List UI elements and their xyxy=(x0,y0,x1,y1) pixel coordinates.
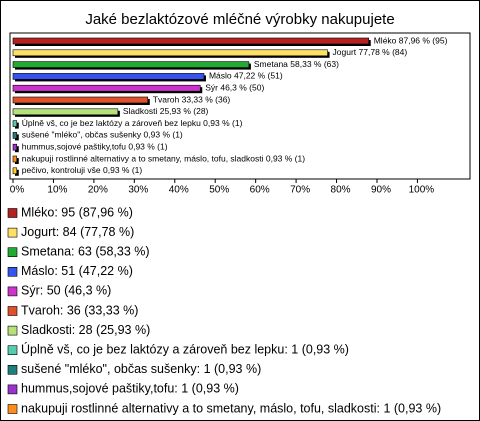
x-tick-label: 100% xyxy=(409,185,435,196)
bar xyxy=(12,49,328,57)
legend-label: hummus,sojové paštiky,tofu: 1 (0,93 %) xyxy=(21,382,239,396)
legend-swatch xyxy=(7,325,18,336)
legend-label: Jogurt: 84 (77,78 %) xyxy=(21,225,134,239)
value-label: sušené "mléko", občas sušenky 0,93 % (1) xyxy=(22,130,183,140)
legend-label: nakupuji rostlinné alternativy a to smet… xyxy=(21,401,441,415)
x-tick-label: 30% xyxy=(128,185,148,196)
legend-label: Máslo: 51 (47,22 %) xyxy=(21,264,133,278)
value-label: nakupuji rostlinné alternativy a to smet… xyxy=(22,153,305,163)
x-tick-label: 50% xyxy=(209,185,229,196)
value-label: Sladkosti 25,93 % (28) xyxy=(123,106,209,116)
legend-swatch xyxy=(7,286,18,297)
x-tick-label: 90% xyxy=(371,185,391,196)
legend-swatch xyxy=(7,227,18,238)
legend-swatch xyxy=(7,247,18,257)
bar xyxy=(12,37,370,45)
legend-label: Úplně vš, co je bez laktózy a zároveň be… xyxy=(21,341,349,356)
legend-swatch xyxy=(7,266,18,277)
x-tick-label: 70% xyxy=(290,185,310,196)
value-label: Jogurt 77,78 % (84) xyxy=(333,47,408,57)
legend-label: Sladkosti: 28 (25,93 %) xyxy=(21,323,150,337)
legend-swatch xyxy=(7,345,18,356)
legend-label: Tvaroh: 36 (33,33 %) xyxy=(21,303,138,317)
bar xyxy=(12,167,18,175)
bar xyxy=(12,96,149,104)
x-tick-label: 80% xyxy=(331,185,351,196)
value-label: pečivo, kontroluji vše 0,93 % (1) xyxy=(22,165,143,175)
legend-swatch xyxy=(7,208,18,218)
legend-label: Sýr: 50 (46,3 %) xyxy=(21,284,111,298)
bar xyxy=(12,132,18,139)
value-label: Smetana 58,33 % (63) xyxy=(254,59,339,69)
value-label: hummus,sojové paštiky,tofu 0,93 % (1) xyxy=(22,141,168,151)
legend-swatch xyxy=(7,404,18,414)
bar xyxy=(12,84,201,92)
x-tick-label: 0% xyxy=(10,185,25,196)
x-tick-label: 10% xyxy=(47,185,67,196)
legend-label: sušené "mléko", občas sušenky: 1 (0,93 %… xyxy=(21,362,261,376)
value-label: Mléko 87,96 % (95) xyxy=(374,35,448,45)
x-tick-label: 40% xyxy=(169,185,189,196)
legend-label: Smetana: 63 (58,33 %) xyxy=(21,244,150,258)
value-label: Sýr 46,3 % (50) xyxy=(205,82,264,92)
legend-swatch xyxy=(7,384,18,395)
bar xyxy=(12,143,18,151)
bar xyxy=(12,61,250,68)
bar xyxy=(12,108,119,116)
legend-label: Mléko: 95 (87,96 %) xyxy=(21,205,133,219)
bar xyxy=(12,120,18,127)
bar xyxy=(12,73,205,80)
plot-area xyxy=(9,32,471,180)
value-label: Máslo 47,22 % (51) xyxy=(209,71,283,81)
value-label: Tvaroh 33,33 % (36) xyxy=(153,94,231,104)
legend-swatch xyxy=(7,306,18,316)
legend-swatch xyxy=(7,364,18,375)
bar xyxy=(12,155,18,163)
value-label: Úplně vš, co je bez laktózy a zároveň be… xyxy=(22,118,243,128)
x-tick-label: 20% xyxy=(88,185,108,196)
x-tick-label: 60% xyxy=(250,185,270,196)
chart-title: Jaké bezlaktózové mléčné výrobky nakupuj… xyxy=(85,11,394,28)
